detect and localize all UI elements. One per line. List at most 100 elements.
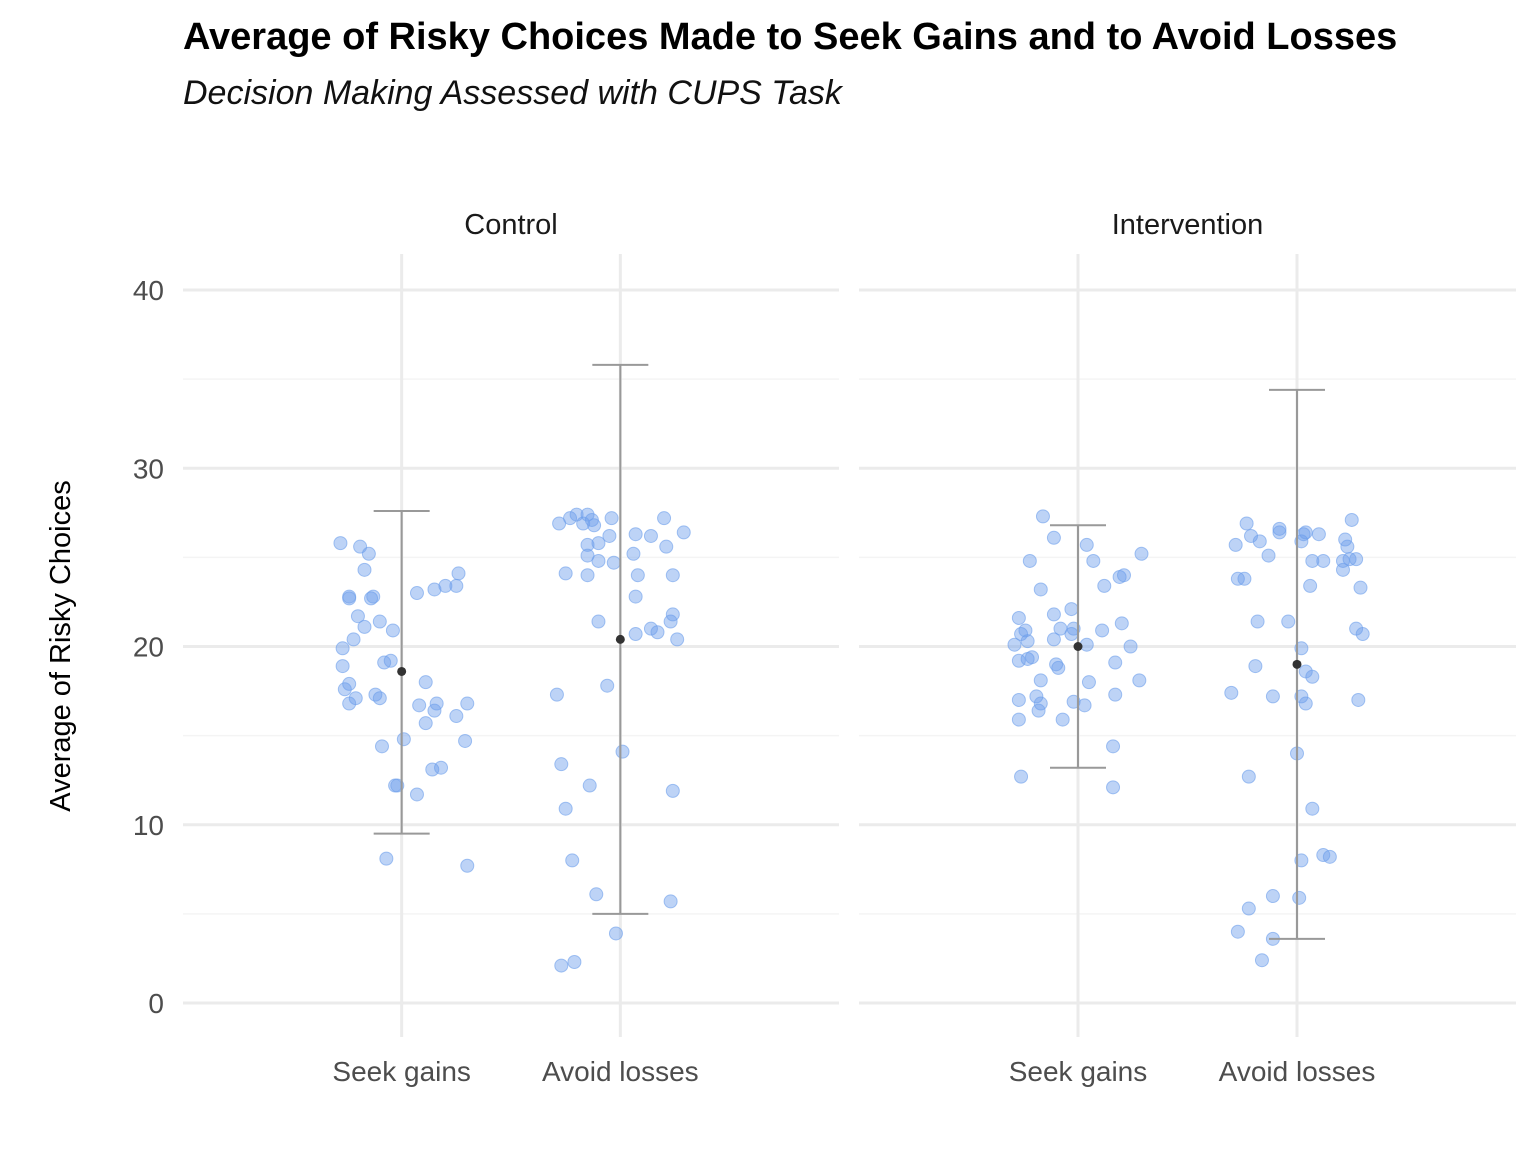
data-point (1106, 739, 1121, 754)
data-point (591, 553, 606, 568)
data-point (335, 641, 350, 656)
data-point (383, 653, 398, 668)
y-tick-label: 0 (148, 988, 164, 1019)
facet-label-intervention: Intervention (1112, 209, 1264, 241)
data-point (1123, 639, 1138, 654)
data-point (1106, 780, 1121, 795)
data-point (379, 851, 394, 866)
data-point (1046, 607, 1061, 622)
data-point (643, 528, 658, 543)
chart-labels: Control Seek gains Avoid losses Interventio… (133, 209, 1376, 1087)
data-point (628, 589, 643, 604)
data-point (558, 801, 573, 816)
data-point (567, 955, 582, 970)
data-point (333, 536, 348, 551)
data-point (1108, 687, 1123, 702)
data-point (665, 607, 680, 622)
data-point (1114, 616, 1129, 631)
data-point (1095, 623, 1110, 638)
data-point (659, 539, 674, 554)
data-point (1228, 537, 1243, 552)
data-point (1250, 614, 1265, 629)
data-point (650, 625, 665, 640)
data-point (451, 566, 466, 581)
mean-point (1292, 659, 1302, 669)
mean-point (1073, 642, 1083, 651)
data-point (1351, 692, 1366, 707)
chart-subtitle: Decision Making Assessed with CUPS Task (183, 74, 842, 112)
data-point (676, 525, 691, 540)
data-point (342, 696, 357, 711)
data-point (449, 578, 464, 593)
data-point (1224, 685, 1239, 700)
data-point (1132, 673, 1147, 688)
data-point (458, 733, 473, 748)
data-point (1265, 689, 1280, 704)
data-point (1064, 602, 1079, 617)
y-tick-label: 30 (133, 453, 164, 484)
data-point (1108, 655, 1123, 670)
data-point (665, 783, 680, 798)
data-point (604, 511, 619, 526)
data-point (1241, 901, 1256, 916)
data-point (1011, 653, 1026, 668)
y-tick-label: 10 (133, 810, 164, 841)
facet-label-control: Control (464, 209, 558, 241)
data-point (1311, 527, 1326, 542)
data-point (1097, 578, 1112, 593)
data-point (1349, 552, 1364, 567)
data-point (1134, 546, 1149, 561)
data-point (600, 678, 615, 693)
data-point (335, 659, 350, 674)
data-point (1116, 568, 1131, 583)
data-point (1244, 528, 1259, 543)
data-point (1305, 801, 1320, 816)
data-point (1055, 712, 1070, 727)
data-point (670, 632, 685, 647)
y-tick-label: 40 (133, 275, 164, 306)
data-point (1322, 849, 1337, 864)
data-point (580, 537, 595, 552)
data-point (630, 568, 645, 583)
data-point (1014, 769, 1029, 784)
data-point (350, 609, 365, 624)
data-point (1265, 889, 1280, 904)
data-point (364, 591, 379, 606)
chart-title: Average of Risky Choices Made to Seek Ga… (183, 16, 1398, 58)
data-point (626, 546, 641, 561)
data-point (606, 555, 621, 570)
data-point (1298, 696, 1313, 711)
data-point (396, 732, 411, 747)
data-point (628, 627, 643, 642)
data-point (665, 568, 680, 583)
data-point (412, 698, 427, 713)
x-tick-label: Seek gains (332, 1056, 471, 1087)
data-point (438, 578, 453, 593)
data-point (580, 568, 595, 583)
data-point (409, 787, 424, 802)
data-point (366, 589, 381, 604)
data-point (418, 675, 433, 690)
data-point (460, 858, 475, 873)
mean-point (615, 634, 625, 644)
data-point (549, 687, 564, 702)
data-point (346, 632, 361, 647)
data-point (1344, 512, 1359, 527)
data-point (1294, 641, 1309, 656)
data-point (565, 853, 580, 868)
data-point (1051, 660, 1066, 675)
data-point (558, 566, 573, 581)
data-point (449, 709, 464, 724)
data-point (1335, 562, 1350, 577)
data-point (1079, 637, 1094, 652)
data-point (1031, 703, 1046, 718)
data-point (1261, 548, 1276, 563)
data-point (1033, 582, 1048, 597)
data-point (1011, 692, 1026, 707)
data-point (425, 762, 440, 777)
data-point (1020, 634, 1035, 649)
data-point (374, 739, 389, 754)
data-point (1007, 637, 1022, 652)
data-point (1305, 669, 1320, 684)
